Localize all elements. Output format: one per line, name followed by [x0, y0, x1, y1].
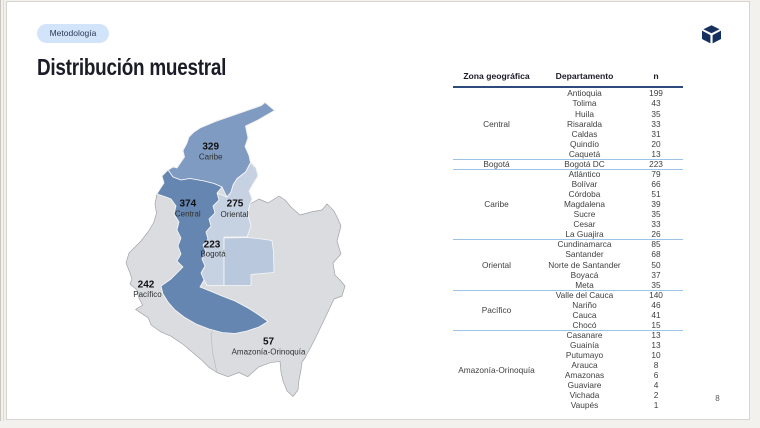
svg-text:57: 57	[263, 337, 275, 348]
svg-text:Pacífico: Pacífico	[133, 290, 162, 299]
svg-text:374: 374	[179, 199, 196, 210]
svg-text:Bogotá: Bogotá	[200, 250, 226, 259]
svg-text:Amazonía-Orinoquía: Amazonía-Orinoquía	[232, 348, 306, 357]
svg-text:Caribe: Caribe	[199, 153, 223, 162]
svg-text:329: 329	[202, 142, 219, 153]
svg-text:275: 275	[227, 199, 244, 210]
svg-text:Central: Central	[175, 210, 201, 219]
svg-text:242: 242	[138, 280, 155, 291]
svg-text:Oriental: Oriental	[220, 210, 248, 219]
svg-text:223: 223	[204, 240, 221, 251]
